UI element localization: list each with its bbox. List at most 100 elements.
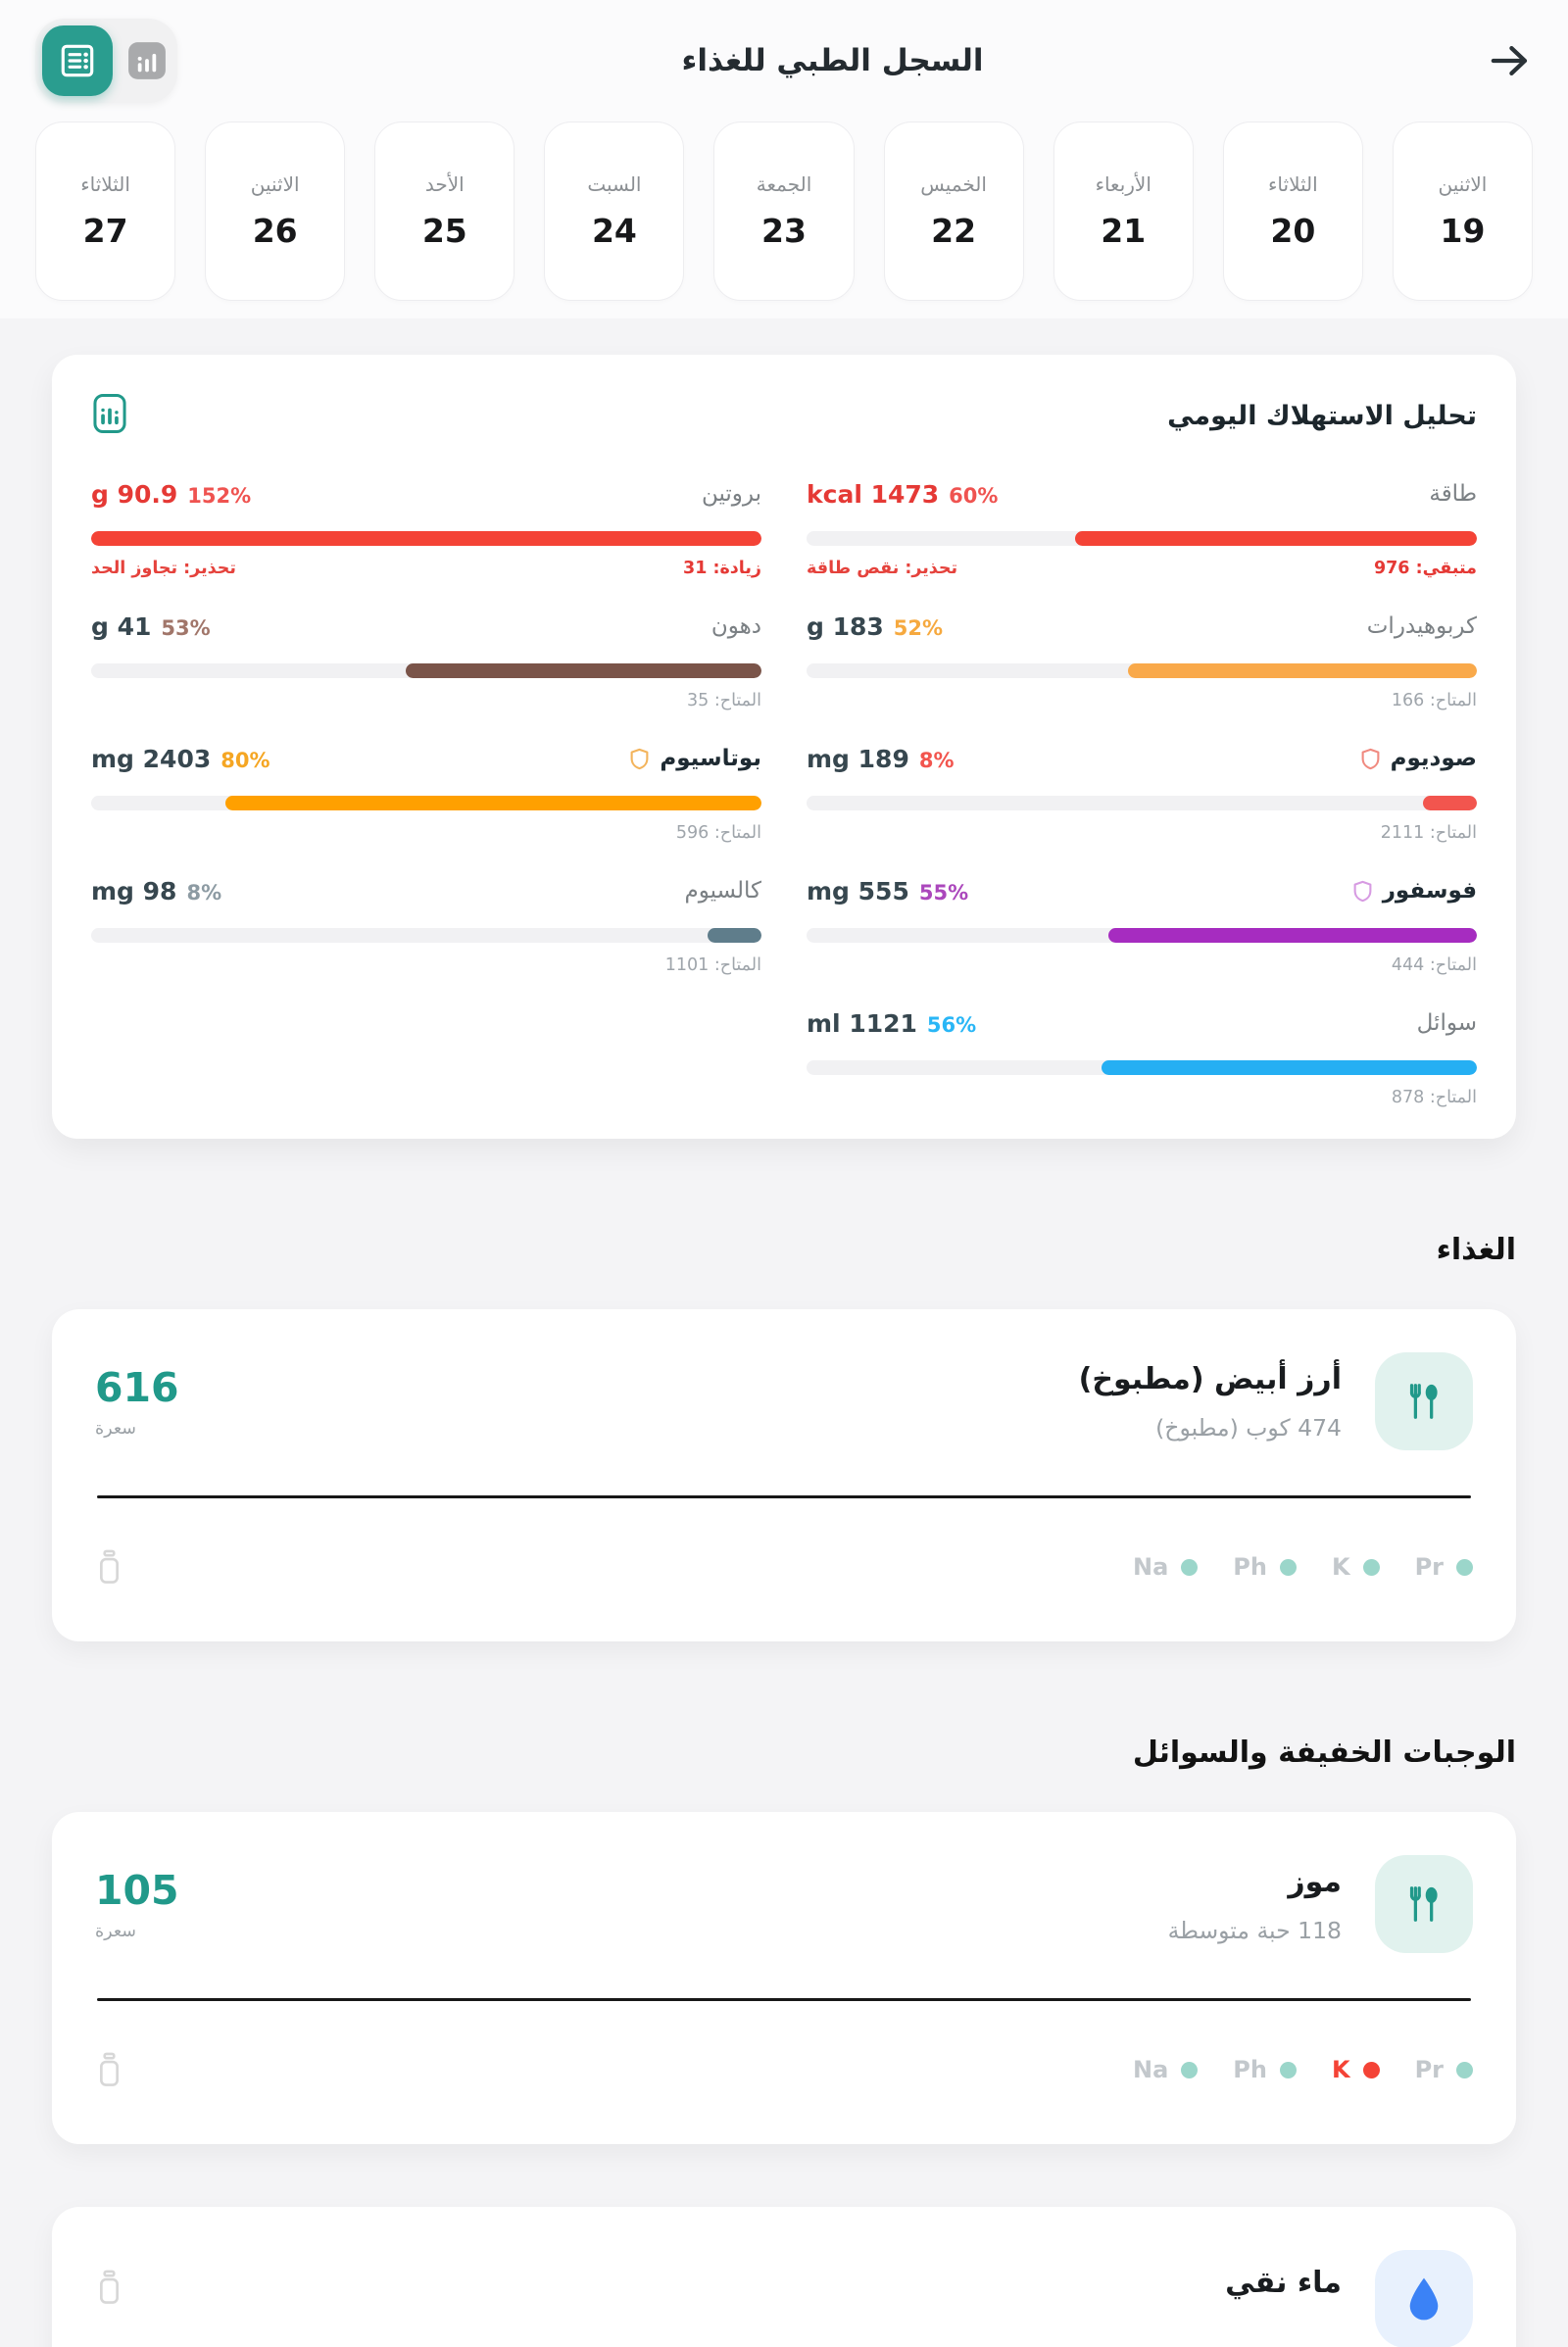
nutrient-block-4: صوديوم mg 189 8% المتاح: 2111 — [807, 743, 1477, 845]
nutrient-label: دهون — [710, 613, 761, 639]
day-number: 22 — [931, 212, 977, 250]
trash-icon[interactable] — [95, 2270, 123, 2305]
nutrient-value: g 183 52% — [807, 611, 944, 641]
shield-icon — [630, 748, 649, 769]
nutrient-label: بوتاسيوم — [629, 746, 761, 771]
nutrient-remaining-text: المتاح: 166 — [1391, 691, 1477, 710]
food-portion: 118 حبة متوسطة — [1167, 1916, 1342, 1944]
mineral-status-dot — [1279, 1558, 1297, 1576]
date-card-23[interactable]: الجمعة 23 — [713, 122, 855, 301]
analysis-card-header: تحليل الاستهلاك اليومي — [91, 392, 1477, 439]
day-name: الثلاثاء — [1268, 172, 1318, 196]
day-name: الاثنين — [250, 172, 300, 196]
app-header: السجل الطبي للغذاء — [35, 14, 1533, 108]
analysis-title: تحليل الاستهلاك اليومي — [1167, 400, 1477, 431]
nutrient-block-2: كربوهيدرات g 183 52% المتاح: 166 — [807, 611, 1477, 712]
mineral-status-dot — [1362, 1558, 1380, 1576]
nutrient-label: صوديوم — [1360, 746, 1477, 771]
mineral-chip-K: K — [1332, 1553, 1380, 1581]
nutrient-remaining-text: المتاح: 444 — [1391, 955, 1477, 975]
nutrient-remaining-text: المتاح: 1101 — [664, 955, 761, 975]
day-number: 24 — [591, 212, 637, 250]
nutrient-label: سوائل — [1416, 1010, 1477, 1036]
view-toggle — [35, 19, 177, 103]
date-card-26[interactable]: الاثنين 26 — [205, 122, 346, 301]
nutrient-block-0: طاقة kcal 1473 60% متبقي: 976 تحذير: نقص طاق… — [807, 478, 1477, 580]
day-number: 27 — [82, 212, 128, 250]
day-name: الثلاثاء — [80, 172, 130, 196]
nutrient-progress-bar — [91, 796, 761, 810]
nutrient-value: mg 98 8% — [91, 876, 222, 905]
chart-view-button[interactable] — [126, 40, 168, 81]
mineral-chip-Ph: Ph — [1233, 2056, 1297, 2083]
nutrient-block-6: فوسفور mg 555 55% المتاح: 444 — [807, 875, 1477, 977]
day-name: الأحد — [424, 172, 465, 196]
nutrient-value: mg 2403 80% — [91, 744, 270, 773]
food-card: أرز أبيض (مطبوخ) 474 كوب (مطبوخ) 616 سعرة Na… — [52, 1309, 1516, 1641]
mineral-chip-Pr: Pr — [1415, 1553, 1473, 1581]
nutrient-label: كالسيوم — [684, 878, 761, 904]
food-name: أرز أبيض (مطبوخ) — [1078, 1361, 1342, 1396]
section-heading: الوجبات الخفيفة والسوائل — [1132, 1736, 1516, 1770]
nutrient-block-8: سوائل ml 1121 56% المتاح: 878 — [807, 1007, 1477, 1109]
mineral-chip-K: K — [1332, 2056, 1380, 2083]
day-number: 19 — [1440, 212, 1486, 250]
date-card-20[interactable]: الثلاثاء 20 — [1222, 122, 1363, 301]
bar-chart-frame-icon — [91, 392, 128, 439]
shield-icon — [1361, 748, 1380, 769]
cutlery-icon — [1375, 1352, 1473, 1450]
droplet-icon — [1375, 2250, 1473, 2347]
list-view-button[interactable] — [42, 25, 113, 96]
nutrient-label: بروتين — [701, 481, 761, 507]
day-number: 23 — [761, 212, 807, 250]
card-divider — [97, 1998, 1471, 2001]
mineral-chip-Na: Na — [1133, 1553, 1199, 1581]
food-card: موز 118 حبة متوسطة 105 سعرة Na Ph K Pr — [52, 1812, 1516, 2144]
date-card-22[interactable]: الخميس 22 — [883, 122, 1024, 301]
nutrient-grid: طاقة kcal 1473 60% متبقي: 976 تحذير: نقص طاق… — [91, 478, 1477, 1109]
fluid-card: ماء نقي — [52, 2207, 1516, 2347]
date-card-19[interactable]: الاثنين 19 — [1392, 122, 1533, 301]
day-name: الجمعة — [756, 172, 812, 196]
mineral-status-dot — [1362, 2061, 1380, 2078]
date-card-24[interactable]: السبت 24 — [544, 122, 685, 301]
food-portion: 474 كوب (مطبوخ) — [1155, 1413, 1342, 1442]
trash-icon[interactable] — [95, 2052, 123, 2087]
nutrient-remaining-text: المتاح: 596 — [675, 823, 761, 843]
back-arrow-icon[interactable] — [1488, 41, 1533, 80]
nutrient-block-7: كالسيوم mg 98 8% المتاح: 1101 — [91, 875, 761, 977]
nutrient-remaining-text: زيادة: 31 — [683, 559, 761, 578]
nutrient-progress-bar — [807, 531, 1477, 546]
date-card-27[interactable]: الثلاثاء 27 — [35, 122, 176, 301]
nutrient-warning-text: تحذير: تجاوز الحد — [91, 559, 236, 578]
top-band: السجل الطبي للغذاء الاثنين 19 الثلاثاء 20 ال… — [0, 0, 1568, 318]
nutrient-progress-bar — [91, 663, 761, 678]
mineral-indicators: Na Ph K Pr — [1133, 2056, 1473, 2083]
nutrient-remaining-text: المتاح: 2111 — [1380, 823, 1477, 843]
date-card-21[interactable]: الأربعاء 21 — [1053, 122, 1194, 301]
trash-icon[interactable] — [95, 1549, 123, 1585]
nutrient-label: فوسفور — [1352, 878, 1477, 904]
nutrient-value: mg 189 8% — [807, 744, 955, 773]
nutrient-value: g 90.9 152% — [91, 479, 252, 509]
nutrient-label: طاقة — [1429, 481, 1477, 507]
section-heading: الغذاء — [1436, 1233, 1516, 1267]
list-card-icon — [61, 44, 94, 77]
cutlery-icon — [1375, 1855, 1473, 1953]
page-title: السجل الطبي للغذاء — [681, 43, 984, 78]
nutrient-block-1: بروتين g 90.9 152% زيادة: 31 تحذير: تجاوز ال… — [91, 478, 761, 580]
nutrient-progress-bar — [807, 663, 1477, 678]
day-number: 21 — [1101, 212, 1147, 250]
food-calories: 105 — [95, 1867, 179, 1914]
bar-chart-icon — [128, 42, 166, 79]
mineral-indicators: Na Ph K Pr — [1133, 1553, 1473, 1581]
date-card-25[interactable]: الأحد 25 — [374, 122, 515, 301]
day-name: الأربعاء — [1095, 172, 1152, 196]
mineral-status-dot — [1181, 1558, 1199, 1576]
nutrient-remaining-text: المتاح: 35 — [687, 691, 761, 710]
food-calorie-unit: سعرة — [95, 1922, 136, 1941]
day-number: 26 — [252, 212, 298, 250]
food-calorie-unit: سعرة — [95, 1419, 136, 1439]
nutrient-label: كربوهيدرات — [1366, 613, 1477, 639]
day-number: 25 — [421, 212, 467, 250]
